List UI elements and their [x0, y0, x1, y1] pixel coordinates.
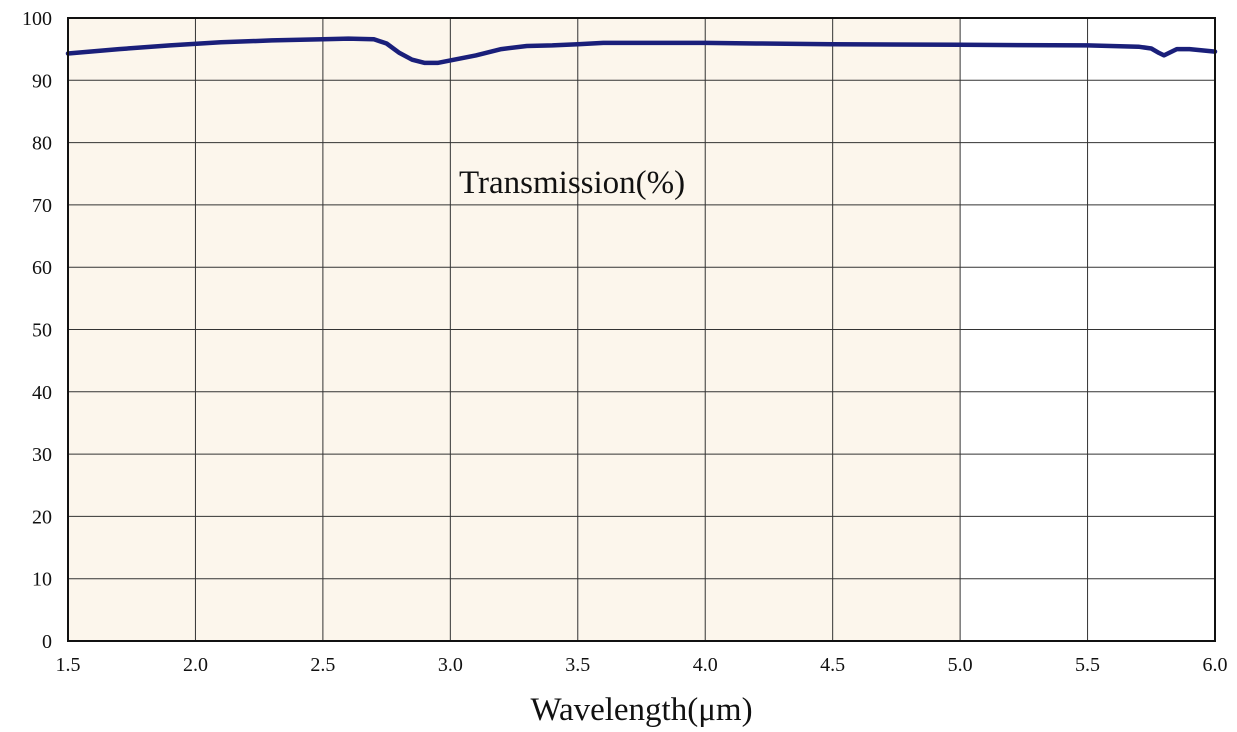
x-axis-title: Wavelength(μm)	[530, 692, 752, 728]
y-tick-label-6: 60	[32, 257, 52, 279]
x-tick-label-8: 5.5	[1075, 654, 1100, 676]
x-tick-label-4: 3.5	[565, 654, 590, 676]
y-tick-label-9: 90	[32, 70, 52, 92]
tick-label-layer: 1.5 2.0 2.5 3.0 3.5 4.0 4.5 5.0 5.5 6.0 0 10 20 30 40 5…	[22, 8, 1228, 676]
x-tick-label-2: 2.5	[310, 654, 335, 676]
y-tick-label-7: 70	[32, 195, 52, 217]
y-tick-label-10: 100	[22, 8, 52, 30]
y-tick-label-2: 20	[32, 506, 52, 528]
y-tick-label-8: 80	[32, 133, 52, 155]
series-line-layer	[65, 36, 1218, 66]
series-line-0	[65, 36, 1218, 66]
x-tick-label-7: 5.0	[948, 654, 973, 676]
y-tick-label-5: 50	[32, 320, 52, 342]
x-tick-label-1: 2.0	[183, 654, 208, 676]
plot-frame-layer	[67, 17, 1216, 642]
x-tick-label-3: 3.0	[438, 654, 463, 676]
x-tick-label-5: 4.0	[693, 654, 718, 676]
x-tick-label-0: 1.5	[56, 654, 81, 676]
y-tick-label-3: 30	[32, 444, 52, 466]
plot-frame	[67, 17, 1216, 642]
y-tick-label-0: 0	[42, 631, 52, 653]
x-tick-label-9: 6.0	[1203, 654, 1228, 676]
y-tick-label-4: 40	[32, 382, 52, 404]
x-tick-label-6: 4.5	[820, 654, 845, 676]
y-tick-label-1: 10	[32, 569, 52, 591]
transmission-annotation: Transmission(%)	[459, 165, 685, 201]
